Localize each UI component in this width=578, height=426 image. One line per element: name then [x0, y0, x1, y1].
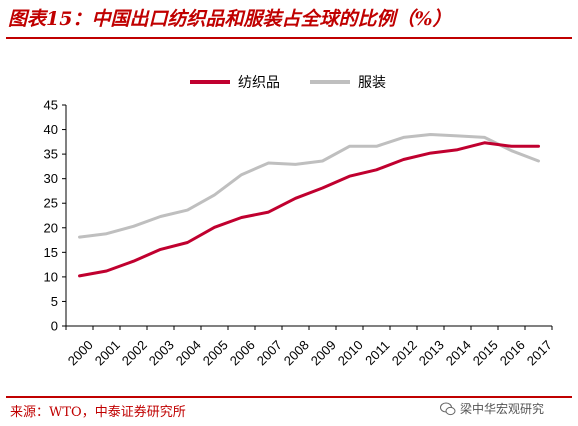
- x-tick-label: 2017: [524, 337, 555, 368]
- line-chart: 0510152025303540452000200120022003200420…: [44, 75, 555, 368]
- source-note: 来源：WTO，中泰证券研究所: [10, 405, 186, 420]
- legend-textile-label: 纺织品: [238, 75, 280, 91]
- y-tick-label: 25: [44, 196, 58, 211]
- y-tick-label: 40: [44, 122, 58, 137]
- x-tick-label: 2016: [497, 337, 528, 368]
- y-tick-label: 30: [44, 171, 58, 186]
- x-tick-label: 2011: [362, 338, 392, 368]
- watermark: 梁中华宏观研究: [440, 400, 544, 417]
- x-tick-label: 2007: [254, 337, 285, 368]
- x-tick-label: 2002: [119, 337, 150, 368]
- x-tick-label: 2000: [65, 337, 96, 368]
- x-tick-label: 2012: [389, 337, 420, 368]
- source-divider: [6, 396, 572, 398]
- x-tick-label: 2013: [416, 337, 447, 368]
- x-tick-label: 2014: [443, 337, 474, 368]
- x-tick-label: 2010: [335, 337, 366, 368]
- y-tick-label: 20: [44, 220, 58, 235]
- y-tick-label: 45: [44, 98, 58, 113]
- series-line-apparel: [78, 133, 540, 239]
- x-tick-label: 2009: [308, 337, 339, 368]
- x-tick-label: 2006: [227, 337, 258, 368]
- legend-apparel-label: 服装: [358, 75, 386, 91]
- x-tick-label: 2005: [200, 337, 231, 368]
- wechat-icon: [440, 402, 456, 415]
- y-tick-label: 5: [51, 294, 58, 309]
- series-line-textile: [78, 141, 540, 278]
- y-tick-label: 0: [51, 319, 58, 334]
- x-tick-label: 2004: [173, 337, 204, 368]
- x-tick-label: 2001: [92, 337, 123, 368]
- y-tick-label: 15: [44, 245, 58, 260]
- watermark-label: 梁中华宏观研究: [460, 402, 545, 416]
- x-tick-label: 2008: [281, 337, 312, 368]
- chart-title: 图表15：中国出口纺织品和服装占全球的比例（%）: [8, 8, 452, 30]
- y-tick-label: 10: [44, 269, 58, 284]
- x-tick-label: 2015: [470, 337, 501, 368]
- title-divider: [6, 37, 572, 39]
- x-tick-label: 2003: [146, 337, 177, 368]
- y-tick-label: 35: [44, 147, 58, 162]
